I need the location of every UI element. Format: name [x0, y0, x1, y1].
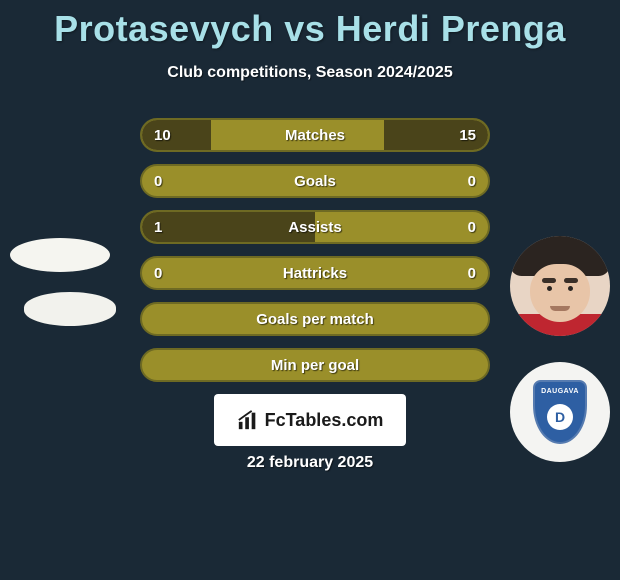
stat-rows: 1015Matches 00Goals 10Assists 00Hattricks Go…: [140, 118, 490, 394]
club-letter: D: [547, 404, 573, 430]
avatar-left-slot-2: [24, 292, 116, 326]
stat-label: Matches: [142, 120, 488, 150]
stat-label: Goals per match: [142, 304, 488, 334]
avatar-left-slot-1: [10, 238, 110, 272]
chart-icon: [237, 409, 259, 431]
stat-label: Hattricks: [142, 258, 488, 288]
logo-text: FcTables.com: [265, 410, 384, 431]
stat-row: Goals per match: [140, 302, 490, 336]
stat-label: Goals: [142, 166, 488, 196]
stat-row: 00Hattricks: [140, 256, 490, 290]
stat-row: 10Assists: [140, 210, 490, 244]
avatar-right-player: [510, 236, 610, 336]
subtitle: Club competitions, Season 2024/2025: [0, 64, 620, 82]
stat-label: Assists: [142, 212, 488, 242]
avatar-right-club-badge: DAUGAVA D: [510, 362, 610, 462]
fctables-logo: FcTables.com: [214, 394, 406, 446]
stat-row: 1015Matches: [140, 118, 490, 152]
stat-row: 00Goals: [140, 164, 490, 198]
stat-row: Min per goal: [140, 348, 490, 382]
club-shield-icon: DAUGAVA D: [533, 380, 587, 444]
stat-label: Min per goal: [142, 350, 488, 380]
club-name: DAUGAVA: [535, 388, 585, 395]
footer-date: 22 february 2025: [0, 454, 620, 472]
page-title: Protasevych vs Herdi Prenga: [0, 0, 620, 50]
